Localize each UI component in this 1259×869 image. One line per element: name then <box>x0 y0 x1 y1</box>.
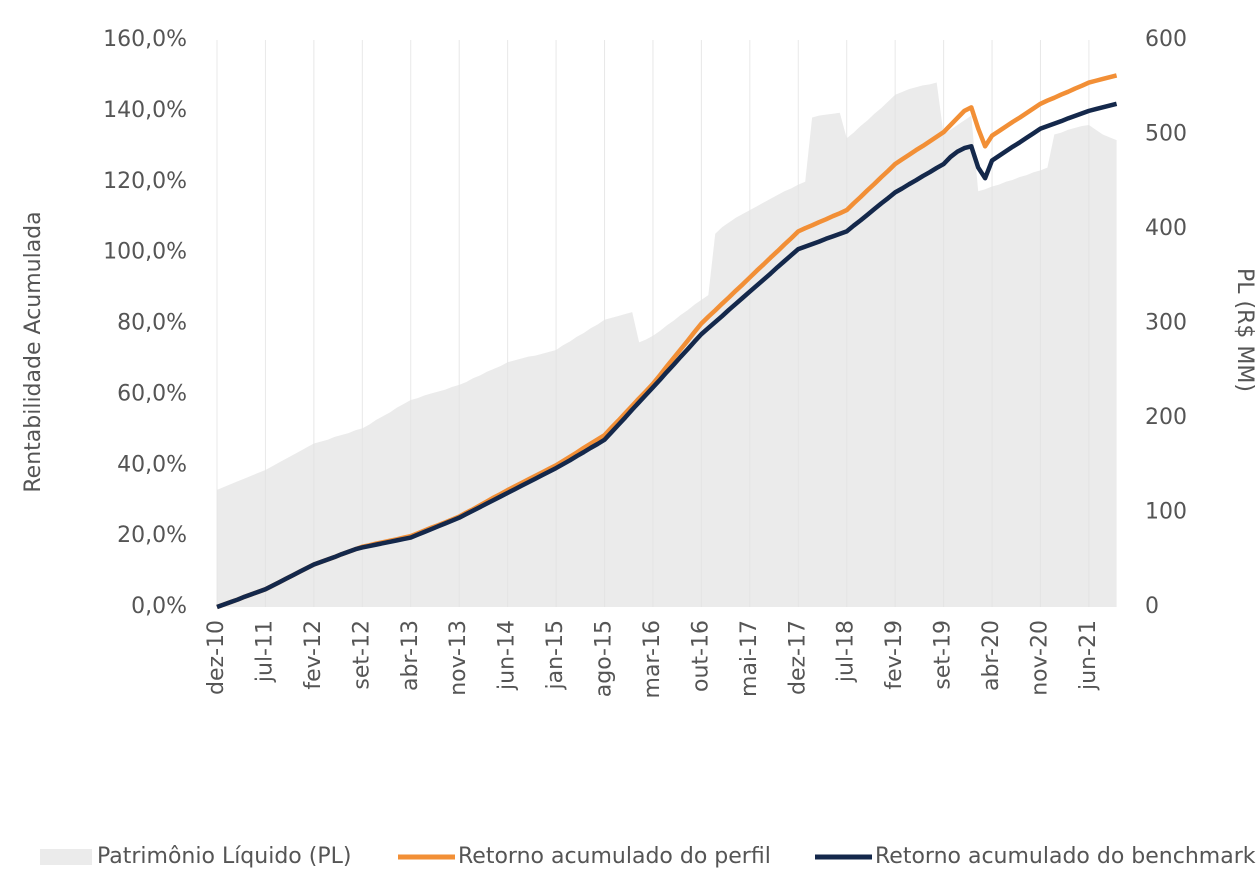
y-tick-label: 100,0% <box>103 240 187 265</box>
x-tick-label: out-16 <box>688 620 713 692</box>
x-tick-label: set-12 <box>349 620 374 690</box>
x-tick-label: abr-20 <box>979 620 1004 691</box>
x-tick-label: ago-15 <box>592 620 617 697</box>
x-tick-label: mar-16 <box>640 620 665 698</box>
line-series <box>216 101 1118 610</box>
x-tick-label: jul-11 <box>252 620 277 683</box>
y2-tick-label: 600 <box>1145 27 1187 52</box>
x-tick-label: dez-10 <box>204 620 229 695</box>
y2-tick-label: 200 <box>1145 405 1187 430</box>
legend-label: Retorno acumulado do benchmark <box>875 844 1256 869</box>
x-tick-label: dez-17 <box>785 620 810 695</box>
y-tick-label: 60,0% <box>117 381 187 406</box>
y2-tick-label: 300 <box>1145 311 1187 336</box>
x-tick-label: mai-17 <box>737 620 762 697</box>
x-tick-label: abr-13 <box>398 620 423 691</box>
legend-label: Patrimônio Líquido (PL) <box>97 844 351 869</box>
x-tick-label: jun-14 <box>495 620 520 691</box>
y-tick-label: 80,0% <box>117 311 187 336</box>
legend-label: Retorno acumulado do perfil <box>458 844 771 869</box>
y-tick-label: 40,0% <box>117 452 187 477</box>
y-tick-label: 0,0% <box>131 594 187 619</box>
x-tick-label: set-19 <box>931 620 956 690</box>
y-tick-label: 140,0% <box>103 98 187 123</box>
legend-swatch <box>40 849 92 865</box>
y-tick-label: 120,0% <box>103 169 187 194</box>
x-tick-label: fev-19 <box>882 620 907 690</box>
y2-tick-label: 0 <box>1145 594 1159 619</box>
x-tick-label: jan-15 <box>543 620 568 690</box>
x-tick-label: nov-13 <box>446 620 471 696</box>
x-tick-label: jun-21 <box>1076 620 1101 691</box>
pl-area <box>217 82 1117 607</box>
y-tick-label: 20,0% <box>117 523 187 548</box>
y2-tick-label: 100 <box>1145 500 1187 525</box>
x-tick-label: jul-18 <box>834 620 859 683</box>
y-tick-label: 160,0% <box>103 27 187 52</box>
x-tick-label: fev-12 <box>301 620 326 690</box>
y2-tick-label: 400 <box>1145 216 1187 241</box>
y-axis-title: Rentabilidade Acumulada <box>21 211 46 492</box>
y2-tick-label: 500 <box>1145 122 1187 147</box>
x-tick-label: nov-20 <box>1027 620 1052 696</box>
y2-axis-title: PL (R$ MM) <box>1232 268 1257 392</box>
